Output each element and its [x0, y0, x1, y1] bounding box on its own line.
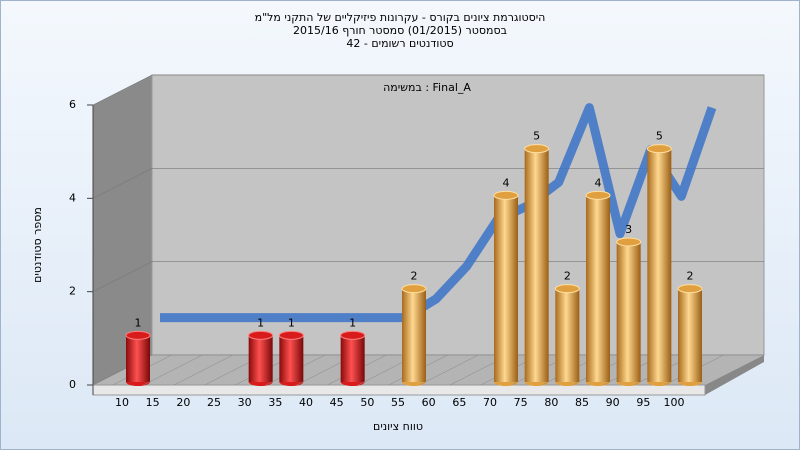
grid-line: [92, 261, 764, 292]
value-label: 1: [257, 316, 264, 329]
bar-top: [585, 190, 611, 200]
x-tick-label: 70: [483, 396, 497, 409]
value-label: 2: [687, 270, 694, 283]
x-tick-label: 100: [664, 396, 685, 409]
floor-line: [419, 354, 479, 386]
value-label: 4: [503, 176, 510, 189]
bar: [555, 288, 580, 382]
floor-line: [173, 354, 234, 386]
bar-top: [524, 144, 550, 154]
chart-title: היסטוגרמת ציונים בקורס - עקרונות פיזיקלי…: [255, 11, 546, 24]
x-tick-label: 30: [238, 396, 252, 409]
x-axis-label: טווח ציונים: [373, 420, 423, 433]
bar: [678, 288, 702, 382]
bar: [248, 335, 273, 382]
value-label: 2: [411, 270, 418, 283]
x-tick-label: 65: [452, 396, 466, 409]
left-wall: [93, 75, 152, 385]
bar-top: [401, 284, 427, 294]
x-tick-label: 15: [146, 396, 160, 409]
chart-title: סטודנטים רשומים - 42: [346, 37, 453, 50]
x-tick-label: 25: [207, 396, 221, 409]
bar-top: [278, 330, 304, 340]
x-tick-label: 85: [575, 396, 589, 409]
chart-title: בסמסטר (01/2015) סמסטר חורף 2015/16: [293, 24, 507, 37]
x-tick-label: 55: [391, 396, 405, 409]
bar: [586, 195, 610, 382]
bar-top: [125, 330, 151, 340]
x-tick-label: 40: [299, 396, 313, 409]
bar-top: [493, 190, 519, 200]
y-tick-label: 2: [69, 285, 76, 298]
y-tick-label: 4: [69, 191, 76, 204]
value-label: 5: [533, 130, 540, 143]
y-tick-label: 6: [69, 98, 76, 111]
bar-top: [554, 284, 580, 294]
bar-top: [677, 284, 703, 294]
bar: [616, 242, 641, 382]
x-tick-label: 80: [544, 396, 558, 409]
x-tick-label: 45: [330, 396, 344, 409]
x-tick-label: 35: [268, 396, 282, 409]
bar-top: [646, 144, 672, 154]
bar: [647, 148, 672, 382]
value-label: 5: [656, 130, 663, 143]
value-label: 2: [564, 270, 571, 283]
trend-ribbon: [160, 103, 717, 323]
floor-line: [143, 354, 203, 386]
bar: [402, 288, 426, 382]
x-tick-label: 50: [360, 396, 374, 409]
bar-top: [248, 330, 274, 340]
x-tick-label: 60: [422, 396, 436, 409]
value-label: 1: [288, 316, 295, 329]
x-tick-label: 95: [636, 396, 650, 409]
bar: [126, 335, 150, 382]
bar-top: [340, 330, 366, 340]
x-tick-label: 10: [115, 396, 129, 409]
y-tick-label: 0: [69, 378, 76, 391]
bar: [494, 195, 518, 382]
title-group: היסטוגרמת ציונים בקורס - עקרונות פיזיקלי…: [255, 11, 546, 50]
floor-front: [92, 384, 706, 396]
bar: [524, 148, 549, 382]
bar-top: [616, 237, 642, 247]
bar: [340, 335, 365, 382]
value-label: 1: [135, 316, 142, 329]
annotation: במשימה : Final_A: [383, 81, 471, 94]
y-axis-label: מספר סטודנטים: [31, 207, 44, 283]
grid-line: [92, 74, 764, 106]
bar: [279, 335, 304, 382]
x-tick-label: 20: [176, 396, 190, 409]
value-label: 3: [625, 223, 632, 236]
x-tick-label: 75: [514, 396, 528, 409]
x-tick-label: 90: [606, 396, 620, 409]
value-label: 4: [595, 176, 602, 189]
floor-edge: [705, 355, 764, 395]
value-label: 1: [349, 316, 356, 329]
back-wall: [151, 74, 765, 356]
